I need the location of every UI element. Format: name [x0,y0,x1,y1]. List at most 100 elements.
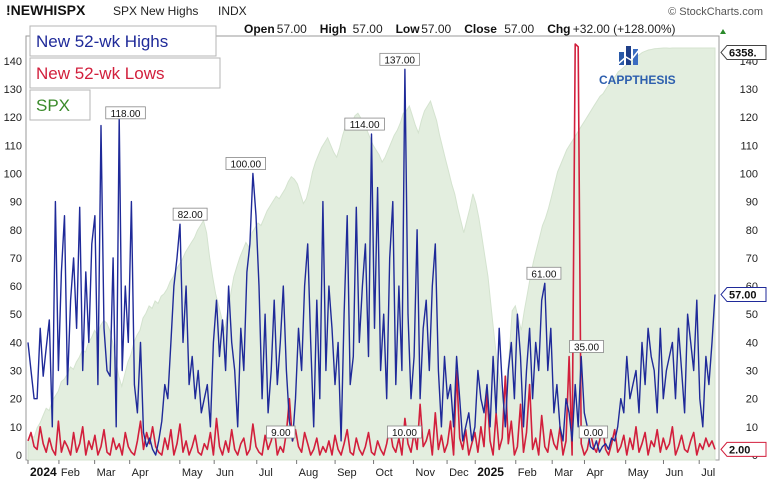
ohlc-label-0: Open [244,22,275,36]
x-tick-2: Mar [97,467,116,479]
x-tick-6: Jul [259,467,273,479]
annotation-box-4 [344,117,385,131]
legend-label-1: New 52-wk Lows [36,64,165,83]
y-tick-left-120: 120 [4,112,22,124]
legend-item-1 [29,57,221,89]
highs-series-layer [27,68,716,456]
highs-line [27,68,716,456]
y-tick-right-40: 40 [746,337,758,349]
y-tick-left-110: 110 [4,140,22,152]
y-tick-left-40: 40 [10,337,22,349]
annotation-box-6 [387,425,422,439]
legend-label-0: New 52-wk Highs [36,32,168,51]
y-tick-left-50: 50 [10,309,22,321]
annotation-box-1 [172,207,208,221]
x-tick-9: Oct [376,467,393,479]
x-tick-13: Feb [518,467,537,479]
ohlc-value-0: 57.00 [277,22,307,36]
annotation-label-1: 82.00 [178,210,203,221]
exchange-label: INDX [218,4,247,18]
annotation-box-8 [569,340,604,353]
y-tick-right-70: 70 [746,253,758,265]
x-tick-0: 2024 [30,465,57,479]
y-tick-left-10: 10 [10,422,22,434]
annotation-box-5 [379,52,420,66]
right-tag-1: 57.00 [729,290,757,302]
y-tick-right-20: 20 [746,394,758,406]
annotation-label-3: 9.00 [271,428,291,439]
x-tick-11: Dec [449,467,469,479]
y-tick-left-0: 0 [16,450,22,462]
legend-item-2 [29,89,91,121]
brand-logo: CAPPTHESIS [599,46,676,87]
legend: New 52-wk Highs New 52-wk Lows SPX [29,25,221,121]
capp-logo-icon [617,46,640,65]
spx-area-layer [27,47,716,461]
y-tick-left-30: 30 [10,366,22,378]
x-tick-10: Nov [415,467,435,479]
right-tag-box-0 [720,44,767,60]
x-tick-1: Feb [61,467,80,479]
ohlc-value-4: +32.00 (+128.00%) [573,22,676,36]
ohlc-label-3: Close [464,22,497,36]
y-tick-right-10: 10 [746,422,758,434]
annotation-box-9 [578,425,609,439]
y-tick-right-100: 100 [740,168,758,180]
ohlc-label-1: High [320,22,347,36]
ohlc-value-2: 57.00 [421,22,451,36]
symbol-label: !NEWHISPX [6,2,86,18]
y-tick-right-30: 30 [746,366,758,378]
annotation-label-0: 118.00 [111,109,141,120]
ohlc-label-4: Chg [547,22,570,36]
x-tick-14: Mar [554,467,573,479]
y-tick-left-60: 60 [10,281,22,293]
y-tick-right-110: 110 [740,140,758,152]
annotation-label-8: 35.00 [574,342,599,353]
annotation-box-0 [105,106,146,120]
legend-item-0 [29,25,217,57]
x-tick-17: Jun [665,467,683,479]
x-tick-18: Jul [701,467,715,479]
y-tick-left-70: 70 [10,253,22,265]
x-tick-5: Jun [216,467,234,479]
y-tick-right-120: 120 [740,112,758,124]
brand-name: CAPPTHESIS [599,73,676,87]
ohlc-label-2: Low [396,22,421,36]
spx-area [27,47,716,461]
legend-label-2: SPX [36,96,70,115]
x-tick-15: Apr [586,467,603,479]
y-tick-left-20: 20 [10,394,22,406]
y-tick-left-100: 100 [4,168,22,180]
annotation-label-7: 61.00 [531,269,556,280]
x-tick-12: 2025 [477,465,504,479]
up-triangle-icon [720,29,726,34]
y-tick-right-80: 80 [746,225,758,237]
right-tag-2: 2.00 [729,444,750,456]
y-tick-right-50: 50 [746,309,758,321]
right-tag-layer: 6358. 57.00 2.00 [720,44,767,457]
annotation-box-2 [225,157,266,170]
source-label: © StockCharts.com [668,6,763,18]
x-tick-4: May [182,467,203,479]
annotation-label-5: 137.00 [384,55,415,66]
annotation-label-2: 100.00 [230,159,261,170]
annotation-box-7 [526,266,562,280]
annotation-label-6: 10.00 [392,428,417,439]
annotation-layer: 118.00 82.00 100.00 9.00 114.00 137.00 10.00 61… [105,52,609,439]
symbol-name: SPX New Highs [113,4,198,18]
ohlc-value-1: 57.00 [353,22,383,36]
y-tick-left-140: 140 [4,56,22,68]
chart-header: !NEWHISPX SPX New Highs INDX © StockChar… [6,2,763,36]
y-tick-right-130: 130 [740,84,758,96]
ohlc-value-3: 57.00 [504,22,534,36]
x-tick-3: Apr [132,467,149,479]
left-y-axis: 0 10 20 30 40 50 60 70 80 90 100 110 120 130 140 [4,56,22,462]
y-tick-left-80: 80 [10,225,22,237]
annotation-label-4: 114.00 [350,120,380,131]
right-tag-box-2 [720,441,767,457]
annotation-label-9: 0.00 [584,428,604,439]
x-axis: 2024 Feb Mar Apr May Jun Jul Aug Sep Oct Nov Dec 202… [27,460,715,479]
x-tick-16: May [628,467,649,479]
